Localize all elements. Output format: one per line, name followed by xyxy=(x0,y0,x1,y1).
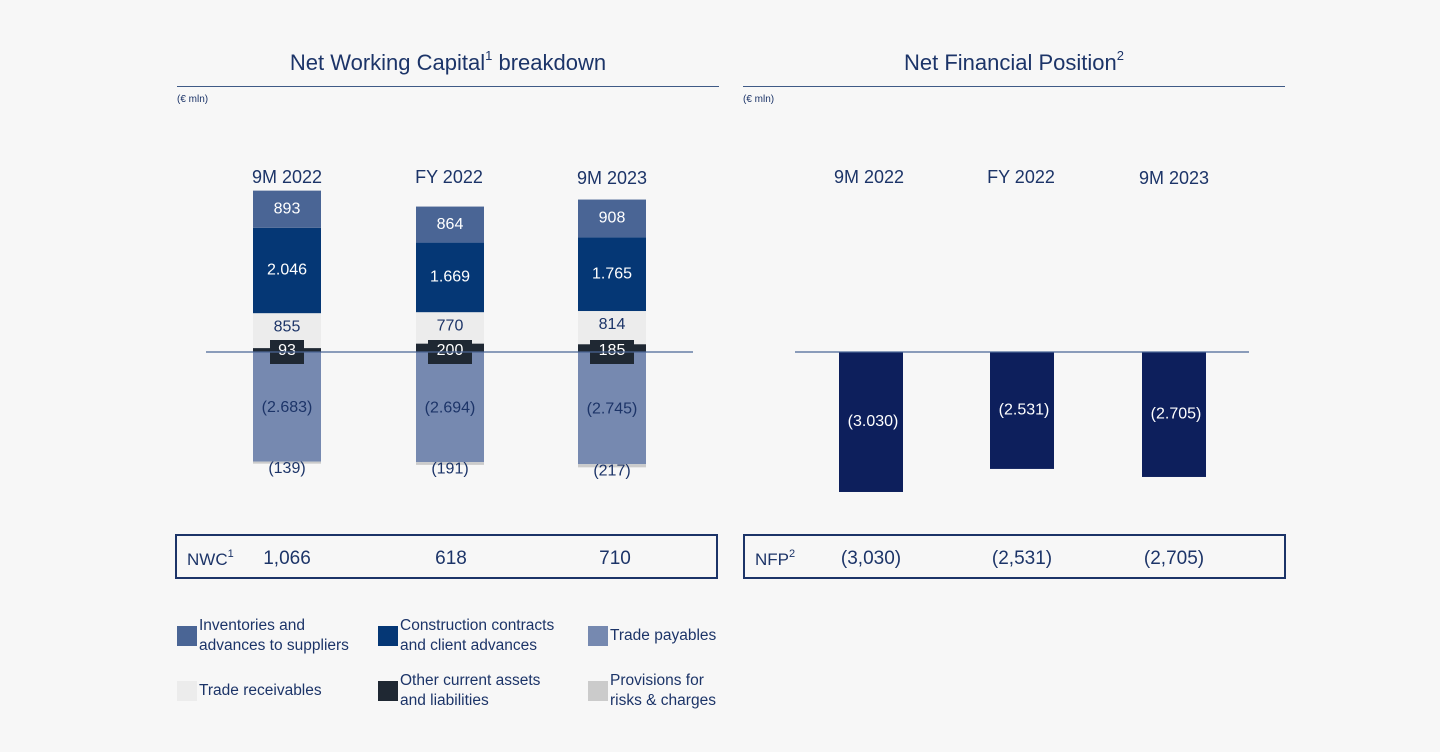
nfp-chart: (3.030) (2.531) (2.705) xyxy=(795,351,1249,492)
bar-segment-provisions xyxy=(416,462,484,465)
nfp-title-rule xyxy=(743,86,1285,87)
nwc-totals-box: NWC1 1,066 618 710 xyxy=(175,534,718,579)
nwc-total-value: 1,066 xyxy=(263,548,311,569)
data-label-construction: 1.669 xyxy=(430,269,470,286)
legend-swatch xyxy=(177,626,197,646)
data-label-payables: (2.694) xyxy=(425,399,476,416)
data-label-inventories: 908 xyxy=(599,210,626,227)
legend-swatch xyxy=(588,681,608,701)
nwc-breakdown-chart: 893 2.046 855 93 (2.683) (139) 864 1.669 770 200 (… xyxy=(206,190,693,479)
data-label-other: 185 xyxy=(599,342,626,359)
legend-swatch xyxy=(177,681,197,701)
nwc-period-label: 9M 2022 xyxy=(251,167,323,187)
data-label-construction: 2.046 xyxy=(267,262,307,279)
nfp-title-text: Net Financial Position xyxy=(903,50,1117,75)
nwc-totals-label: NWC1 xyxy=(187,548,234,570)
nwc-title-suffix: breakdown xyxy=(492,50,607,75)
bar-segment-construction-contracts xyxy=(253,227,321,314)
data-label-construction: 1.765 xyxy=(592,265,632,282)
nwc-totals-label-text: NWC xyxy=(187,550,228,569)
data-label-receivables: 814 xyxy=(599,316,626,333)
nfp-totals-footnote: 2 xyxy=(789,548,796,560)
bar-segment-construction-contracts xyxy=(578,237,646,312)
data-label-other: 200 xyxy=(437,342,464,359)
bar-segment-trade-payables xyxy=(253,352,321,462)
nfp-total-value: (3,030) xyxy=(840,548,902,569)
nfp-data-label: (2.531) xyxy=(999,402,1050,419)
bar-segment-construction-contracts xyxy=(416,242,484,313)
bar-segment-inventories xyxy=(578,199,646,238)
nfp-total-value: (2,705) xyxy=(1143,548,1205,569)
nwc-total-value: 618 xyxy=(435,548,467,569)
nfp-bar xyxy=(990,352,1054,469)
nwc-title-footnote: 1 xyxy=(485,48,493,63)
legend-label: Provisions for risks & charges xyxy=(610,672,716,709)
nwc-period-label: FY 2022 xyxy=(415,167,483,187)
nfp-unit-label: (€ mln) xyxy=(743,94,775,105)
data-label-payables: (2.745) xyxy=(587,400,638,417)
legend-label: Trade payables xyxy=(610,627,717,644)
nfp-period-label: 9M 2023 xyxy=(1138,168,1210,188)
bar-segment-provisions xyxy=(253,461,321,464)
nwc-period-label: 9M 2023 xyxy=(576,168,648,188)
nwc-totals-footnote: 1 xyxy=(227,548,234,560)
bar-segment-provisions xyxy=(578,464,646,468)
nfp-bar xyxy=(839,352,903,492)
legend-label: Trade receivables xyxy=(199,682,322,699)
nfp-total-value: (2,531) xyxy=(991,548,1053,569)
nfp-bar xyxy=(1142,352,1206,477)
bar-segment-trade-receivables xyxy=(416,312,484,344)
nfp-title-footnote: 2 xyxy=(1116,48,1124,63)
nfp-totals-label: NFP2 xyxy=(755,548,796,570)
nfp-totals-label-text: NFP xyxy=(755,550,789,569)
bar-segment-inventories xyxy=(416,206,484,243)
nfp-totals-box: NFP2 (3,030) (2,531) (2,705) xyxy=(743,534,1286,579)
legend-label: Other current assets and liabilities xyxy=(400,672,541,709)
nwc-unit-label: (€ mln) xyxy=(177,94,209,105)
nfp-period-label: FY 2022 xyxy=(987,167,1055,187)
nfp-chart-title: Net Financial Position2 xyxy=(743,48,1285,76)
bar-segment-trade-receivables xyxy=(578,311,646,345)
nwc-chart-title: Net Working Capital1 breakdown xyxy=(177,48,719,76)
data-label-inventories: 864 xyxy=(437,216,464,233)
nfp-data-label: (3.030) xyxy=(848,413,899,430)
nwc-title-text: Net Working Capital xyxy=(289,50,486,75)
legend-swatch xyxy=(378,681,398,701)
data-label-payables: (2.683) xyxy=(262,399,313,416)
legend-swatch xyxy=(378,626,398,646)
data-label-provisions: (139) xyxy=(268,460,305,477)
data-label-provisions: (191) xyxy=(431,460,468,477)
nwc-title-rule xyxy=(177,86,719,87)
data-label-receivables: 855 xyxy=(274,318,301,335)
bar-segment-inventories xyxy=(253,190,321,228)
data-label-receivables: 770 xyxy=(437,317,464,334)
data-label-other: 93 xyxy=(278,342,296,359)
bar-segment-trade-payables xyxy=(416,352,484,463)
nfp-data-label: (2.705) xyxy=(1151,406,1202,423)
legend-label: Construction contracts and client advanc… xyxy=(400,617,555,654)
nfp-period-label: 9M 2022 xyxy=(833,167,905,187)
legend-label: Inventories and advances to suppliers xyxy=(199,617,349,654)
nwc-total-value: 710 xyxy=(599,548,631,569)
data-label-inventories: 893 xyxy=(274,200,301,217)
bar-segment-trade-payables xyxy=(578,352,646,465)
legend-swatch xyxy=(588,626,608,646)
data-label-provisions: (217) xyxy=(593,462,630,479)
